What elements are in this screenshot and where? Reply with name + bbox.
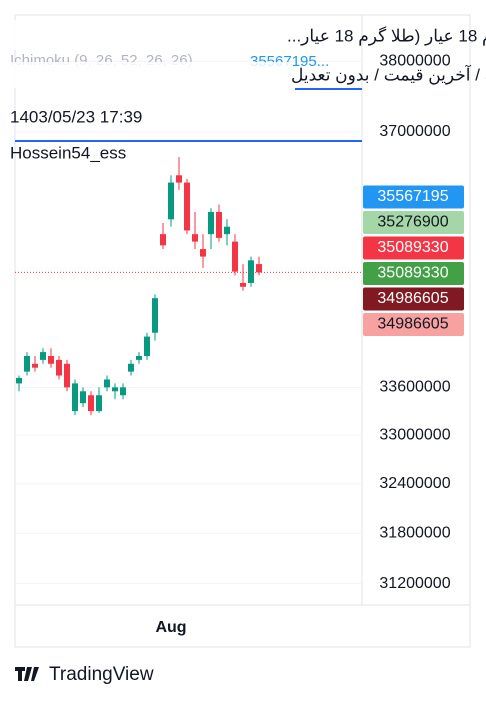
price-label: 35089330	[377, 265, 448, 282]
logo-icon	[15, 667, 39, 681]
candle-body	[48, 355, 54, 364]
price-label: 35567195	[377, 188, 448, 205]
candle-body	[240, 282, 246, 287]
title: (طلا گرم 18 عیار (طلا گرم 18 عیار...	[287, 25, 486, 46]
y-tick-label: 31800000	[379, 524, 450, 541]
price-label-bg	[363, 236, 464, 260]
candle-body	[192, 234, 198, 242]
candle-body	[208, 211, 214, 235]
candle-body	[88, 395, 94, 412]
author: Hossein54_ess	[10, 143, 126, 162]
candle-body	[56, 359, 62, 376]
price-label-bg	[363, 211, 464, 234]
y-tick-label: 32400000	[379, 475, 450, 492]
brand: TradingView	[49, 664, 154, 685]
price-label-bg	[363, 185, 464, 209]
candle-body	[184, 182, 190, 231]
candle-body	[24, 355, 30, 372]
logo: TradingView	[15, 664, 154, 685]
candle-body	[112, 387, 118, 392]
price-label-bg	[363, 262, 464, 285]
candle-body	[152, 298, 158, 333]
subtitle: روزانه / آخرین قیمت / بدون تعدیل	[291, 63, 486, 85]
candle-body	[224, 226, 230, 235]
price-label-bg	[363, 313, 464, 336]
candle-body	[72, 383, 78, 412]
price-label: 34986605	[377, 316, 448, 333]
candle-body	[160, 234, 166, 246]
y-tick-label: 33600000	[379, 379, 450, 396]
price-label-bg	[363, 287, 464, 311]
candle-body	[104, 379, 110, 388]
candle-body	[200, 249, 206, 257]
candle-body	[120, 387, 126, 396]
candle-body	[232, 241, 238, 272]
datetime: 1403/05/23 17:39	[10, 107, 142, 126]
candle-body	[256, 264, 262, 273]
legend-bg	[5, 20, 287, 50]
candle-body	[176, 175, 182, 183]
candle-body	[136, 355, 142, 360]
frame	[14, 14, 471, 648]
candle-body	[40, 352, 46, 360]
candle-body	[216, 211, 222, 238]
plot	[15, 60, 362, 585]
price-label: 35089330	[377, 239, 448, 256]
candle-body	[96, 395, 102, 412]
candle-body	[64, 363, 70, 388]
candle-body	[144, 336, 150, 356]
y-tick-label: 33000000	[379, 426, 450, 443]
candle-body	[32, 363, 38, 368]
candle-body	[16, 377, 22, 384]
legend: Ichimoku (9, 26, 52, 26, 26) 35567195...…	[5, 20, 486, 162]
price-label: 35276900	[377, 214, 448, 231]
y-tick-label: 37000000	[379, 123, 450, 140]
legend-bg	[5, 62, 291, 88]
candle-body	[80, 391, 86, 404]
candle-body	[248, 260, 254, 283]
price-label: 34986605	[377, 290, 448, 307]
y-tick-label: 31200000	[379, 575, 450, 592]
candle-body	[128, 363, 134, 372]
x-tick-label: Aug	[155, 619, 186, 636]
y-tick-label: 38000000	[379, 53, 450, 70]
candle-body	[168, 182, 174, 220]
